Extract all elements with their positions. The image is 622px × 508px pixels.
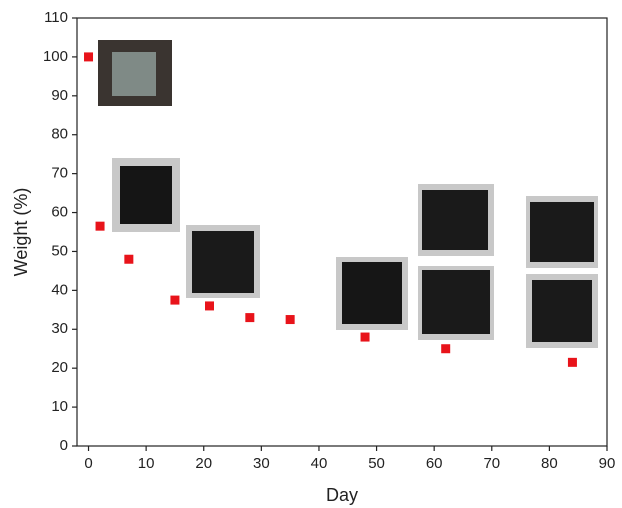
y-tick-label: 80 <box>51 126 68 143</box>
x-tick-label: 10 <box>138 455 155 472</box>
y-axis-label: Weight (%) <box>11 188 31 277</box>
point <box>245 313 255 323</box>
y-tick-label: 10 <box>51 398 68 415</box>
x-tick-label: 30 <box>253 455 270 472</box>
y-tick-label: 20 <box>51 359 68 376</box>
photo <box>532 280 592 342</box>
y-tick-label: 40 <box>51 281 68 298</box>
point <box>441 344 451 354</box>
plot-frame <box>76 17 608 447</box>
sample-photos <box>98 40 598 348</box>
photo <box>422 270 490 334</box>
point <box>285 315 295 325</box>
y-tick-label: 100 <box>43 48 68 65</box>
y-tick-label: 110 <box>44 9 68 26</box>
point <box>170 295 180 305</box>
y-tick-label: 90 <box>51 87 68 104</box>
point <box>124 254 134 264</box>
y-tick-label: 0 <box>60 437 68 454</box>
photo <box>192 231 254 293</box>
x-tick-label: 80 <box>541 455 558 472</box>
photo <box>120 166 172 224</box>
x-tick-label: 60 <box>426 455 443 472</box>
photo <box>422 190 488 250</box>
point <box>205 301 214 311</box>
x-axis-label: Day <box>326 485 358 505</box>
x-tick-label: 90 <box>599 455 616 472</box>
point <box>567 357 577 367</box>
x-tick-label: 50 <box>368 455 385 472</box>
point <box>360 332 370 342</box>
x-tick-label: 0 <box>84 455 92 472</box>
photo <box>530 202 594 262</box>
y-tick-label: 30 <box>51 320 68 337</box>
y-tick-label: 50 <box>51 242 68 259</box>
x-tick-label: 20 <box>195 455 212 472</box>
x-tick-label: 70 <box>483 455 500 472</box>
point <box>84 52 94 62</box>
point <box>95 221 105 231</box>
photo <box>342 262 402 324</box>
y-tick-label: 60 <box>51 204 68 221</box>
photo <box>112 52 156 96</box>
y-tick-label: 70 <box>51 165 68 182</box>
x-tick-label: 40 <box>311 455 328 472</box>
